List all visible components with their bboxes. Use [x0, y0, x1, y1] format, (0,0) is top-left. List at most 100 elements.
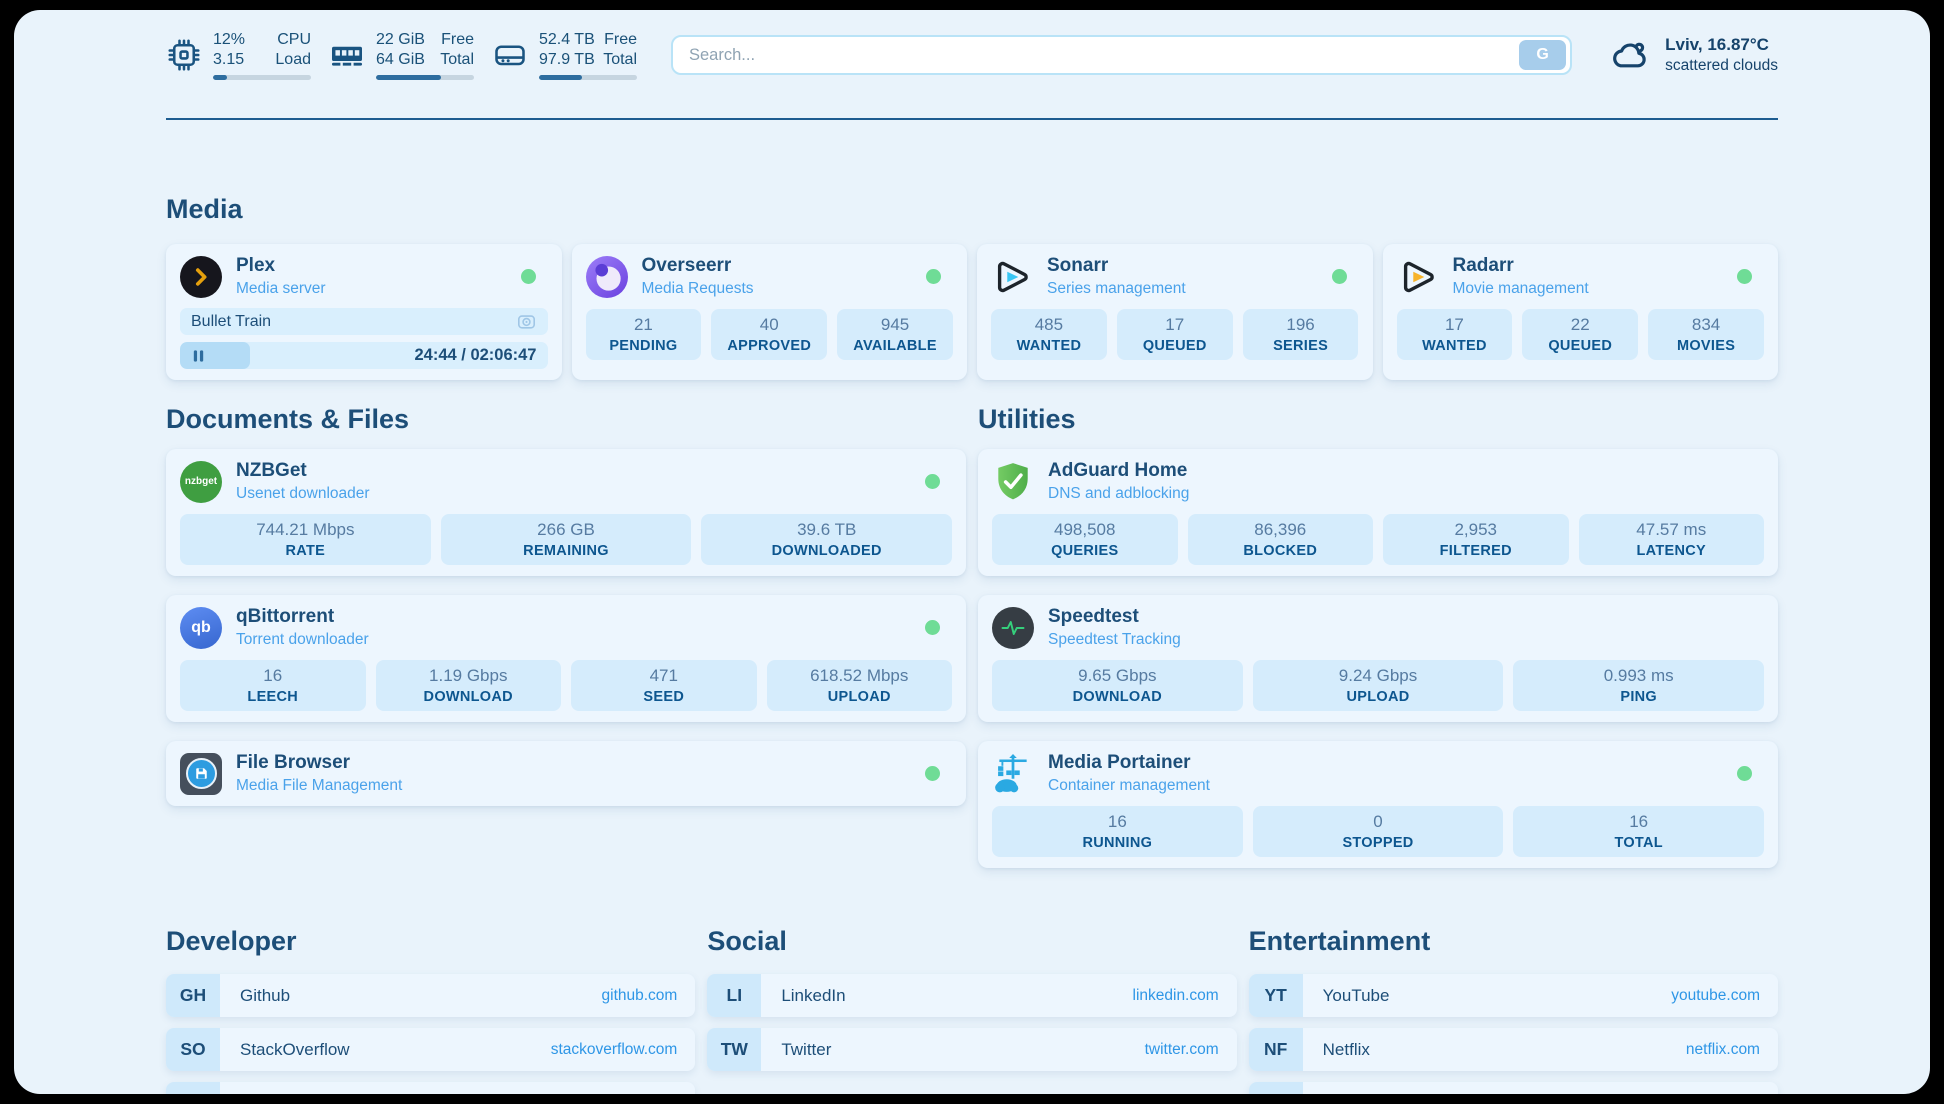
status-dot	[1737, 766, 1752, 781]
stat-pill: 945 AVAILABLE	[837, 309, 953, 360]
qbittorrent-icon: qb	[180, 606, 222, 649]
stat-pill: 86,396 BLOCKED	[1187, 514, 1373, 565]
stat-pill: 2,953 FILTERED	[1383, 514, 1569, 565]
sonarr-icon	[991, 256, 1033, 298]
status-dot	[926, 269, 941, 284]
now-playing-row: Bullet Train	[180, 308, 548, 335]
cpu-load-avg: 3.15	[213, 51, 245, 68]
bookmark-youtube[interactable]: YT YouTube youtube.com	[1248, 974, 1778, 1017]
stat-pill: 0.993 ms PING	[1513, 660, 1765, 711]
overseerr-icon	[585, 255, 628, 298]
cpu-stat: 12% 3.15 CPU Load	[166, 30, 311, 80]
cloud-icon	[1613, 42, 1646, 68]
stat-pill: 9.65 Gbps DOWNLOAD	[992, 660, 1243, 711]
bookmark-url: github.com	[601, 986, 678, 1004]
bookmark-url: twitter.com	[1144, 1040, 1219, 1058]
stat-pill: 834 MOVIES	[1648, 309, 1764, 360]
header-divider	[166, 118, 1778, 120]
bookmark-name: LinkedIn	[781, 985, 846, 1005]
app-subtitle: Container management	[1048, 777, 1210, 794]
app-subtitle: Media server	[236, 280, 326, 297]
bookmark-netflix[interactable]: NF Netflix netflix.com	[1248, 1028, 1778, 1071]
stat-pill: 39.6 TB DOWNLOADED	[701, 514, 953, 565]
section-title-media: Media	[166, 194, 243, 224]
playback-time: 24:44 / 02:06:47	[414, 346, 537, 364]
topbar: 12% 3.15 CPU Load	[166, 30, 1778, 80]
search-input[interactable]	[673, 45, 1520, 65]
app-card-sonarr[interactable]: Sonarr Series management 485 WANTED 17 Q…	[977, 244, 1373, 380]
filebrowser-icon	[180, 752, 222, 795]
bookmarks-grid: Developer GH Github github.com SO StackO…	[166, 926, 1778, 1094]
app-card-portainer[interactable]: Media Portainer Container management 16 …	[978, 741, 1778, 868]
bookmark-tag: DT	[166, 1082, 220, 1094]
cpu-progress-bar	[213, 75, 311, 80]
search-engine-button[interactable]: G	[1519, 40, 1567, 70]
bookmark-name: Github	[240, 985, 291, 1005]
now-playing-title: Bullet Train	[191, 312, 272, 330]
dashboard-window: 12% 3.15 CPU Load	[14, 10, 1930, 1094]
main-two-column: Documents & Files nzbget NZBGet Usenet d…	[166, 404, 1778, 868]
bookmark-name: Twitter	[781, 1039, 832, 1059]
disk-icon	[495, 45, 525, 66]
bookmark-stackoverflow[interactable]: SO StackOverflow stackoverflow.com	[166, 1028, 696, 1071]
bookmark-name: Netflix	[1322, 1039, 1370, 1059]
bookmark-tag: LI	[707, 974, 762, 1017]
stat-pill: 266 GB REMAINING	[440, 514, 692, 565]
app-card-nzbget[interactable]: nzbget NZBGet Usenet downloader 744.21 M…	[166, 449, 966, 576]
bookmark-tag: NF	[1248, 1028, 1303, 1071]
app-card-adguard[interactable]: AdGuard Home DNS and adblocking 498,508 …	[978, 449, 1778, 576]
weather-location-temp: Lviv, 16.87°C	[1665, 35, 1769, 54]
pause-icon	[193, 349, 204, 362]
app-card-qbittorrent[interactable]: qb qBittorrent Torrent downloader 16 LEE…	[166, 595, 966, 722]
bookmark-name: DEV	[240, 1094, 275, 1095]
disk-label: Free	[604, 31, 637, 48]
bookmark-dev[interactable]: DT DEV dev.to	[166, 1082, 696, 1095]
bookmark-reddit[interactable]: RE Reddit reddit.com	[1248, 1082, 1778, 1095]
camera-icon	[517, 315, 535, 329]
playback-progress: 24:44 / 02:06:47	[180, 342, 548, 369]
cpu-label2: Load	[275, 51, 311, 68]
cpu-icon	[168, 39, 200, 71]
ram-stat: 22 GiB 64 GiB Free Total	[329, 30, 474, 80]
stat-pill: 471 SEED	[571, 660, 757, 711]
stat-pill: 618.52 Mbps UPLOAD	[766, 660, 952, 711]
bookmark-twitter[interactable]: TW Twitter twitter.com	[707, 1028, 1237, 1071]
stat-pill: 16 TOTAL	[1513, 806, 1765, 857]
bookmark-linkedin[interactable]: LI LinkedIn linkedin.com	[707, 974, 1237, 1017]
bookmark-name: Reddit	[1323, 1094, 1372, 1095]
app-title: Overseerr	[641, 255, 732, 276]
stat-pill: 744.21 Mbps RATE	[180, 514, 431, 565]
app-card-radarr[interactable]: Radarr Movie management 17 WANTED 22 QUE…	[1382, 244, 1778, 380]
stat-pill: 16 RUNNING	[992, 806, 1243, 857]
stat-pill: 22 QUEUED	[1522, 309, 1639, 360]
bookmark-url: linkedin.com	[1132, 986, 1219, 1004]
section-title-developer: Developer	[166, 926, 297, 956]
app-title: qBittorrent	[236, 606, 335, 627]
bookmarks-social: Social LI LinkedIn linkedin.com TW Twitt…	[707, 926, 1237, 1094]
app-card-speedtest[interactable]: Speedtest Speedtest Tracking 9.65 Gbps D…	[978, 595, 1778, 722]
status-dot	[925, 474, 940, 489]
bookmark-github[interactable]: GH Github github.com	[166, 974, 696, 1017]
speedtest-icon	[992, 606, 1034, 649]
stat-pill: 485 WANTED	[991, 309, 1107, 360]
app-subtitle: Speedtest Tracking	[1048, 631, 1181, 648]
app-subtitle: Media Requests	[641, 280, 754, 297]
app-title: Radarr	[1452, 255, 1514, 276]
app-subtitle: Usenet downloader	[236, 485, 370, 502]
stat-pill: 196 SERIES	[1242, 309, 1359, 360]
bookmark-tag: SO	[166, 1028, 220, 1071]
bookmark-tag: RE	[1248, 1082, 1303, 1094]
bookmark-tag: TW	[707, 1028, 762, 1071]
bookmark-tag: GH	[166, 974, 220, 1017]
app-subtitle: DNS and adblocking	[1048, 485, 1190, 502]
app-card-plex[interactable]: Plex Media server Bullet Train	[166, 244, 562, 380]
ram-free: 22 GiB	[376, 31, 425, 48]
app-card-overseerr[interactable]: Overseerr Media Requests 21 PENDING 40 A…	[571, 244, 967, 380]
adguard-icon	[992, 461, 1034, 503]
ram-total: 64 GiB	[376, 51, 425, 68]
stat-pill: 21 PENDING	[585, 309, 702, 360]
app-title: Speedtest	[1048, 606, 1139, 627]
disk-free: 52.4 TB	[539, 31, 595, 48]
ram-progress-bar	[376, 75, 474, 80]
app-card-filebrowser[interactable]: File Browser Media File Management	[166, 741, 966, 806]
